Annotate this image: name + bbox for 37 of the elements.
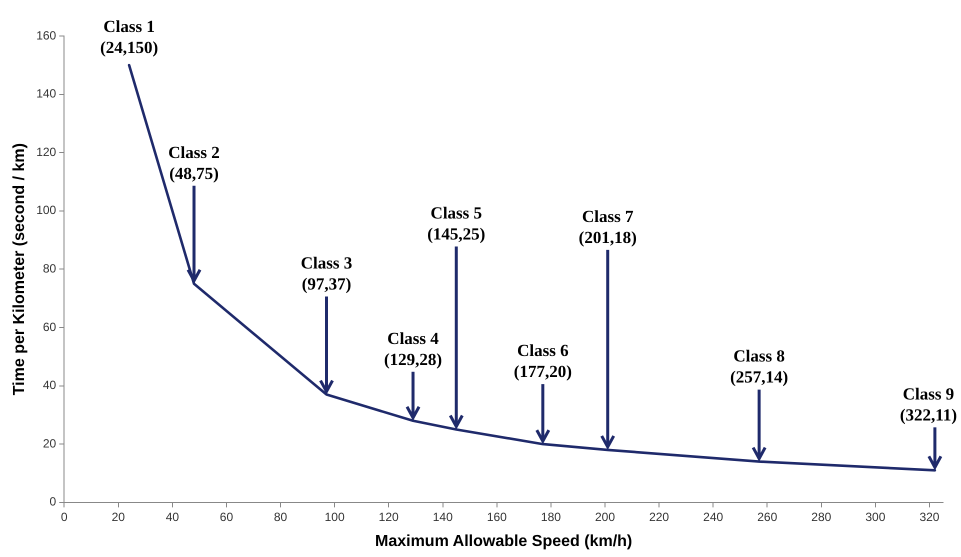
annotation: Class 7 (201,18) <box>578 206 637 247</box>
y-tick-label: 140 <box>36 86 57 101</box>
y-tick-label: 60 <box>42 320 57 334</box>
annotation: Class 3 (97,37) <box>300 254 352 294</box>
y-tick-label: 0 <box>50 494 57 509</box>
y-tick-label: 40 <box>42 378 57 392</box>
x-tick-label: 220 <box>649 510 670 524</box>
y-tick-label: 160 <box>36 28 57 42</box>
x-tick-label: 20 <box>112 510 126 524</box>
annotation: Class 2 (48,75) <box>168 142 220 183</box>
annotation: Class 9 (322,11) <box>900 384 958 424</box>
x-tick-label: 120 <box>378 510 400 524</box>
x-tick-label: 100 <box>324 510 345 524</box>
x-tick-label: 80 <box>274 510 288 524</box>
annotation: Class 1 (24,150) <box>100 17 158 58</box>
x-tick-label: 0 <box>60 510 68 524</box>
x-tick-label: 160 <box>486 510 508 524</box>
annotation: Class 8 (257,14) <box>730 346 788 387</box>
y-tick-label: 80 <box>42 262 57 276</box>
x-tick-label: 260 <box>757 510 778 524</box>
x-tick-label: 300 <box>865 510 886 524</box>
x-tick-label: 60 <box>220 510 234 524</box>
x-axis-title: Maximum Allowable Speed (km/h) <box>374 532 632 550</box>
y-axis-title: Time per Kilometer (second / km) <box>11 143 28 396</box>
annotation: Class 4 (129,28) <box>384 328 442 369</box>
y-tick-label: 20 <box>42 436 57 450</box>
y-tick-label: 120 <box>36 144 57 159</box>
x-tick-label: 240 <box>703 510 724 524</box>
x-tick-label: 40 <box>166 510 180 524</box>
x-tick-label: 320 <box>919 510 940 524</box>
x-tick-label: 280 <box>811 510 832 524</box>
annotation: Class 5 (145,25) <box>427 204 486 244</box>
x-tick-label: 140 <box>432 510 454 524</box>
x-tick-label: 200 <box>594 510 616 524</box>
annotation: Class 6 (177,20) <box>514 341 572 382</box>
y-tick-label: 100 <box>36 203 57 218</box>
x-tick-label: 180 <box>540 510 562 524</box>
